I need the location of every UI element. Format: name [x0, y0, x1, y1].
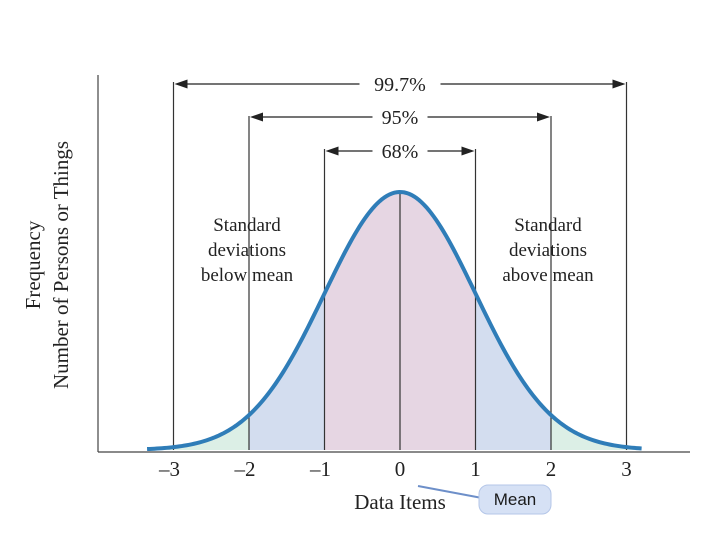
y-axis-label: Frequency Number of Persons or Things — [21, 141, 73, 389]
interval-label: 99.7% — [374, 74, 426, 96]
x-tick-label: 1 — [470, 457, 481, 481]
interval-label: 95% — [382, 107, 419, 129]
above-mean-annotation: Standard deviations above mean — [502, 215, 594, 286]
interval-99-7pct: 99.7% — [174, 74, 626, 96]
annotation-line: Standard — [213, 215, 281, 236]
arrowhead-right — [612, 79, 626, 89]
band-3sd-left — [147, 415, 249, 450]
x-tick-label: 3 — [621, 457, 632, 481]
x-tick-label: –1 — [309, 457, 331, 481]
band-3sd-right — [551, 415, 642, 450]
mean-label: Mean — [494, 490, 537, 509]
annotation-line: Standard — [514, 215, 582, 236]
normal-curve — [146, 190, 642, 452]
arrowhead-right — [537, 112, 550, 122]
x-tick-label: 0 — [395, 457, 406, 481]
deviation-lines — [172, 82, 628, 450]
arrowhead-left — [325, 146, 339, 156]
mean-label-box — [478, 484, 552, 515]
interval-68pct: 68% — [325, 141, 475, 163]
x-tick-label: –3 — [158, 457, 180, 481]
y-axis-label-line1: Frequency — [21, 220, 45, 309]
interval-95pct: 95% — [250, 107, 550, 129]
interval-arrows: 68% 95% 99.7% — [174, 74, 626, 163]
annotation-line: above mean — [502, 265, 594, 286]
mean-pointer-line — [417, 485, 483, 499]
arrowhead-right — [461, 146, 475, 156]
x-tick-labels: –3 –2 –1 0 1 2 3 — [158, 457, 632, 481]
x-axis-label: Data Items — [354, 490, 446, 514]
x-tick-label: 2 — [546, 457, 557, 481]
annotation-line: deviations — [509, 240, 587, 261]
below-mean-annotation: Standard deviations below mean — [201, 215, 294, 286]
arrowhead-left — [174, 79, 188, 89]
y-axis-label-line2: Number of Persons or Things — [49, 141, 73, 389]
arrowhead-left — [250, 112, 263, 122]
interval-label: 68% — [382, 141, 419, 163]
x-tick-label: –2 — [234, 457, 256, 481]
annotation-line: deviations — [208, 240, 286, 261]
annotation-line: below mean — [201, 265, 294, 286]
